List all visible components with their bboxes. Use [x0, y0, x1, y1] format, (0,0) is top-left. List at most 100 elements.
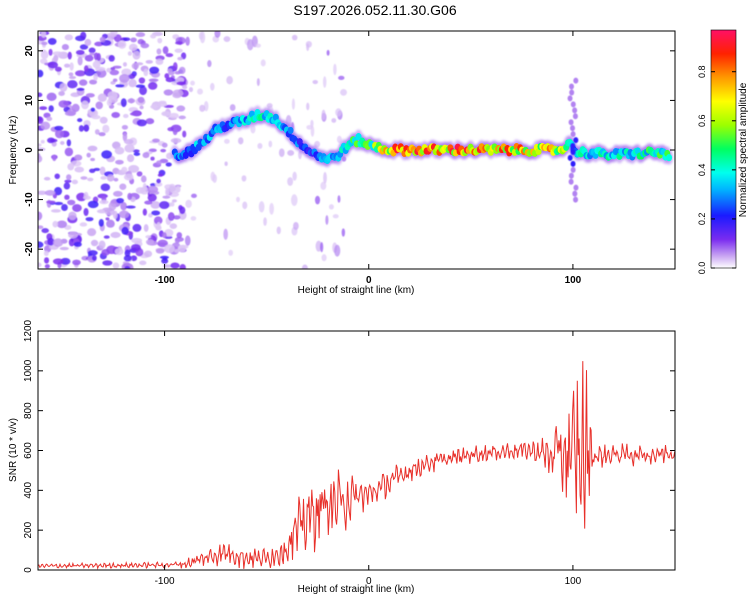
noise-speckle — [145, 59, 153, 64]
noise-speckle — [145, 235, 152, 239]
noise-speckle — [99, 166, 106, 176]
noise-speckle — [122, 37, 131, 42]
noise-speckle — [68, 211, 77, 221]
noise-speckle — [132, 149, 140, 153]
noise-speckle — [144, 200, 153, 205]
spike-point — [570, 143, 576, 150]
noise-speckle — [63, 182, 71, 190]
noise-speckle — [106, 245, 117, 255]
x-tick-label: -100 — [155, 275, 175, 286]
colorbar-tick-label: 0.0 — [697, 262, 707, 275]
noise-speckle — [250, 125, 256, 134]
noise-speckle — [255, 43, 261, 48]
spike-point — [568, 119, 574, 126]
spectrogram-x-axis-label: Height of straight line (km) — [298, 285, 415, 296]
noise-speckle — [149, 66, 160, 74]
colorbar-label: Normalized spectral amplitude — [738, 82, 749, 217]
noise-speckle — [164, 244, 175, 254]
noise-speckle — [105, 33, 117, 38]
y-tick-label: 0 — [24, 147, 35, 153]
noise-speckle — [112, 78, 118, 83]
noise-speckle — [40, 50, 49, 60]
noise-speckle — [72, 204, 82, 212]
noise-speckle — [117, 40, 127, 49]
noise-speckle — [83, 191, 89, 199]
noise-speckle — [155, 248, 165, 254]
noise-speckle — [124, 266, 131, 269]
noise-speckle — [124, 249, 131, 257]
noise-speckle — [102, 124, 110, 133]
noise-speckle — [326, 49, 330, 56]
noise-speckle — [123, 113, 129, 119]
noise-speckle — [178, 115, 186, 120]
noise-speckle — [44, 257, 50, 264]
y-tick-label: -10 — [24, 192, 35, 207]
noise-speckle — [130, 37, 137, 43]
noise-speckle — [147, 193, 157, 202]
noise-speckle — [332, 214, 339, 219]
noise-speckle — [182, 130, 187, 138]
noise-speckle — [292, 171, 297, 181]
noise-speckle — [124, 144, 135, 153]
noise-speckle — [66, 174, 72, 181]
noise-speckle — [127, 98, 136, 104]
noise-speckle — [156, 160, 162, 165]
noise-speckle — [52, 154, 57, 162]
noise-speckle — [58, 91, 65, 96]
noise-speckle — [184, 235, 191, 246]
x-tick-label: 0 — [366, 576, 372, 587]
noise-speckle — [155, 58, 164, 65]
noise-speckle — [128, 43, 138, 52]
noise-speckle — [121, 166, 128, 173]
noise-speckle — [106, 67, 112, 73]
noise-speckle — [150, 156, 155, 161]
noise-speckle — [130, 255, 138, 262]
noise-speckle — [278, 148, 285, 157]
noise-speckle — [142, 208, 147, 216]
noise-speckle — [190, 216, 197, 221]
noise-speckle — [321, 109, 326, 120]
noise-speckle — [122, 132, 128, 142]
noise-speckle — [179, 264, 186, 269]
noise-speckle — [105, 217, 110, 221]
noise-speckle — [174, 70, 181, 75]
noise-speckle — [52, 220, 59, 228]
noise-speckle — [87, 200, 99, 209]
noise-speckle — [87, 250, 98, 256]
noise-speckle — [106, 98, 112, 107]
spike-point — [572, 107, 578, 114]
noise-speckle — [108, 55, 115, 62]
noise-speckle — [161, 142, 168, 148]
noise-speckle — [98, 209, 105, 214]
noise-speckle — [263, 217, 267, 226]
noise-speckle — [172, 62, 178, 72]
noise-speckle — [306, 102, 310, 111]
noise-speckle — [153, 216, 163, 225]
noise-speckle — [103, 235, 110, 239]
noise-speckle — [115, 84, 125, 88]
noise-speckle — [48, 48, 53, 56]
y-tick-label: 400 — [23, 482, 34, 499]
noise-speckle — [44, 264, 50, 269]
spike-point — [573, 184, 579, 191]
noise-speckle — [169, 112, 179, 119]
noise-speckle — [59, 83, 68, 92]
noise-speckle — [174, 249, 180, 253]
noise-speckle — [136, 119, 147, 127]
noise-speckle — [161, 111, 171, 117]
noise-speckle — [38, 92, 43, 98]
noise-speckle — [64, 147, 74, 157]
noise-speckle — [73, 241, 82, 247]
noise-speckle — [168, 185, 177, 192]
noise-speckle — [293, 221, 299, 231]
noise-speckle — [268, 140, 273, 148]
noise-speckle — [132, 223, 142, 232]
y-tick-label: -20 — [24, 242, 35, 257]
noise-speckle — [151, 210, 161, 216]
noise-speckle — [336, 135, 342, 144]
noise-speckle — [47, 37, 57, 45]
noise-speckle — [61, 43, 69, 51]
